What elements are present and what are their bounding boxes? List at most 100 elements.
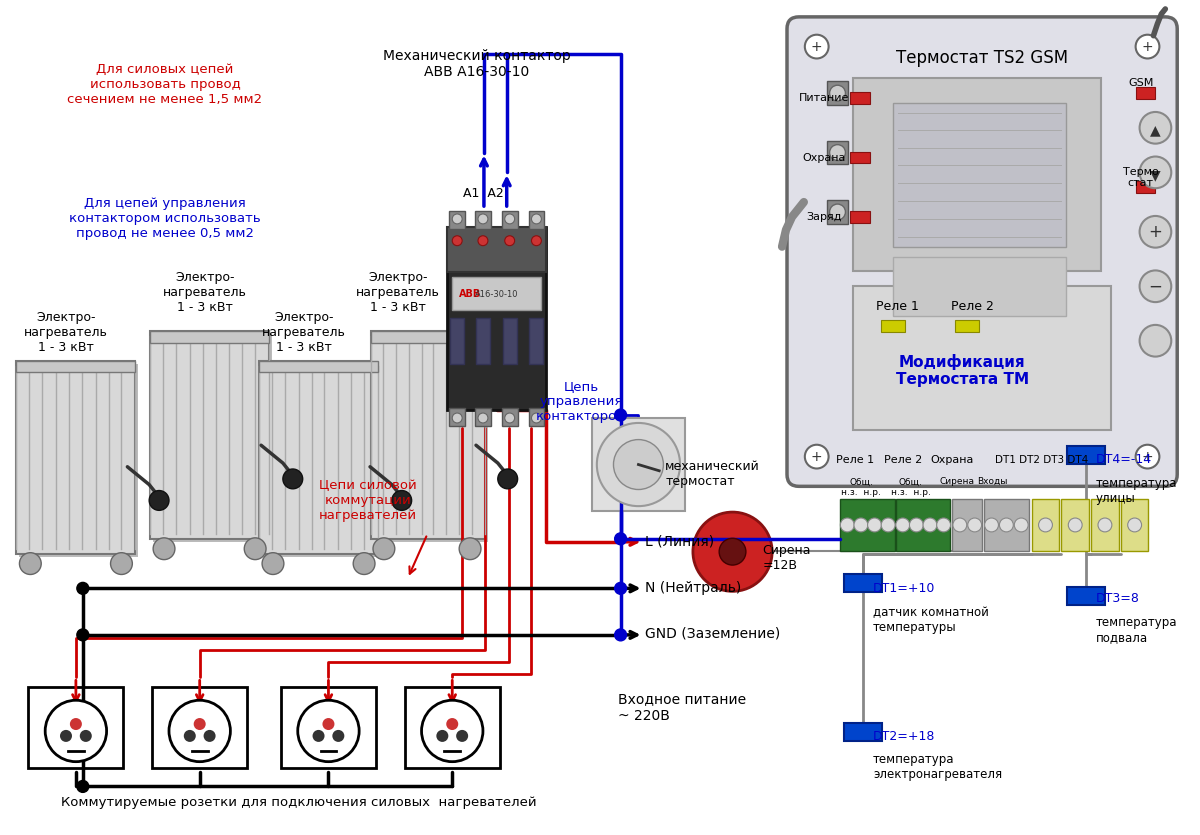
Bar bbox=[154, 334, 272, 542]
Circle shape bbox=[868, 518, 882, 532]
Circle shape bbox=[448, 719, 457, 729]
Text: ABB: ABB bbox=[460, 289, 481, 299]
Circle shape bbox=[169, 701, 230, 762]
Bar bbox=[1091, 499, 1118, 551]
Bar bbox=[853, 286, 1111, 430]
Bar bbox=[1067, 587, 1105, 605]
Text: Входное питание
~ 220В: Входное питание ~ 220В bbox=[618, 692, 745, 722]
Text: GSM: GSM bbox=[1128, 78, 1153, 89]
Text: Реле 1: Реле 1 bbox=[836, 454, 875, 464]
Bar bbox=[851, 92, 870, 104]
Bar bbox=[503, 318, 517, 363]
Circle shape bbox=[324, 719, 334, 729]
Bar bbox=[845, 574, 882, 592]
Bar bbox=[476, 318, 490, 363]
Circle shape bbox=[854, 518, 868, 532]
Text: DT1 DT2 DT3 DT4: DT1 DT2 DT3 DT4 bbox=[995, 454, 1088, 464]
Circle shape bbox=[245, 538, 266, 559]
Text: Цепь
управления
контактором: Цепь управления контактором bbox=[535, 381, 626, 423]
Circle shape bbox=[478, 235, 488, 245]
Circle shape bbox=[77, 629, 89, 640]
Bar bbox=[851, 152, 870, 164]
Bar bbox=[893, 103, 1067, 246]
Bar bbox=[881, 320, 905, 331]
Circle shape bbox=[353, 553, 374, 574]
Circle shape bbox=[923, 518, 937, 532]
Circle shape bbox=[478, 413, 488, 423]
Bar bbox=[371, 331, 485, 342]
Text: ▼: ▼ bbox=[1150, 169, 1160, 182]
Bar bbox=[374, 334, 488, 542]
Text: Общ.
н.з.  н.р.: Общ. н.з. н.р. bbox=[841, 478, 881, 497]
Circle shape bbox=[452, 214, 462, 224]
Text: −: − bbox=[1148, 277, 1163, 296]
Circle shape bbox=[185, 731, 194, 741]
Circle shape bbox=[505, 235, 515, 245]
Bar bbox=[452, 277, 541, 310]
Circle shape bbox=[77, 781, 89, 792]
Text: DT1=+10: DT1=+10 bbox=[874, 582, 936, 595]
Bar bbox=[896, 499, 950, 551]
Circle shape bbox=[1000, 518, 1013, 532]
Bar bbox=[827, 200, 848, 224]
Circle shape bbox=[805, 35, 828, 58]
Circle shape bbox=[71, 719, 80, 729]
Circle shape bbox=[373, 538, 395, 559]
Bar bbox=[840, 499, 895, 551]
Text: датчик комнатной
температуры: датчик комнатной температуры bbox=[874, 606, 989, 634]
Text: Для силовых цепей
использовать провод
сечением не менее 1,5 мм2: Для силовых цепей использовать провод се… bbox=[67, 63, 263, 106]
Text: Термостат TS2 GSM: Термостат TS2 GSM bbox=[896, 49, 1068, 68]
Text: Сирена
=12В: Сирена =12В bbox=[762, 544, 811, 572]
Circle shape bbox=[262, 553, 284, 574]
Text: A16-30-10: A16-30-10 bbox=[475, 290, 518, 299]
Bar bbox=[893, 256, 1067, 316]
Circle shape bbox=[1135, 445, 1159, 468]
Text: GND (Заземление): GND (Заземление) bbox=[646, 627, 781, 641]
Bar bbox=[449, 408, 466, 426]
Text: Сирена: Сирена bbox=[940, 477, 974, 486]
Text: +: + bbox=[811, 39, 822, 53]
Text: Охрана: Охрана bbox=[931, 454, 974, 464]
Circle shape bbox=[829, 144, 846, 160]
Circle shape bbox=[614, 582, 626, 595]
Bar bbox=[592, 418, 685, 511]
Circle shape bbox=[334, 731, 343, 741]
Circle shape bbox=[505, 214, 515, 224]
Circle shape bbox=[953, 518, 967, 532]
Bar bbox=[17, 361, 136, 554]
Circle shape bbox=[1068, 518, 1082, 532]
Bar bbox=[475, 211, 491, 229]
Bar bbox=[953, 499, 982, 551]
Circle shape bbox=[110, 553, 132, 574]
Circle shape bbox=[532, 214, 541, 224]
Circle shape bbox=[437, 731, 448, 741]
Text: +: + bbox=[811, 449, 822, 463]
Circle shape bbox=[457, 731, 467, 741]
Circle shape bbox=[392, 490, 412, 510]
Bar bbox=[851, 211, 870, 223]
Bar bbox=[259, 361, 378, 554]
Circle shape bbox=[532, 413, 541, 423]
Bar bbox=[984, 499, 1028, 551]
Circle shape bbox=[613, 439, 664, 489]
Text: DT4=-14: DT4=-14 bbox=[1096, 453, 1152, 466]
Text: механический
термостат: механический термостат bbox=[665, 459, 760, 488]
Bar bbox=[152, 687, 247, 767]
Circle shape bbox=[1140, 156, 1171, 188]
Bar bbox=[827, 140, 848, 164]
Text: N (Нейтраль): N (Нейтраль) bbox=[646, 581, 742, 595]
Text: температура
подвала: температура подвала bbox=[1096, 616, 1177, 644]
Circle shape bbox=[1135, 35, 1159, 58]
Bar bbox=[29, 687, 124, 767]
Bar bbox=[528, 211, 545, 229]
Circle shape bbox=[1038, 518, 1052, 532]
Circle shape bbox=[1140, 216, 1171, 248]
Circle shape bbox=[1140, 112, 1171, 144]
Text: Термо
стат: Термо стат bbox=[1123, 166, 1158, 188]
Bar bbox=[1135, 87, 1156, 99]
Bar bbox=[853, 78, 1100, 271]
Bar bbox=[529, 318, 544, 363]
Bar bbox=[502, 408, 517, 426]
Circle shape bbox=[505, 413, 515, 423]
Circle shape bbox=[532, 235, 541, 245]
